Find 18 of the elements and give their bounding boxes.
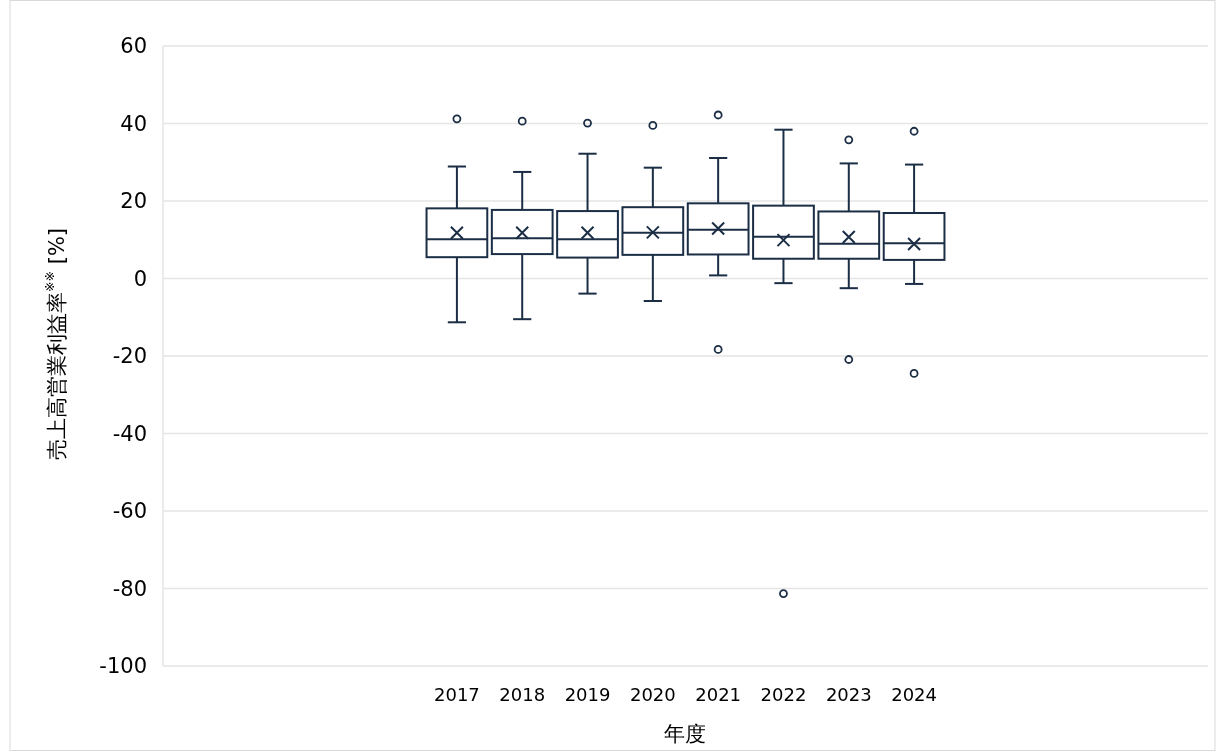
x-tick-label: 2018 xyxy=(499,683,546,705)
x-axis-title: 年度 xyxy=(663,722,706,746)
x-tick-label: 2019 xyxy=(564,683,611,705)
y-tick-label: -60 xyxy=(112,499,147,523)
y-tick-label: 60 xyxy=(120,34,147,58)
x-tick-label: 2024 xyxy=(891,683,937,705)
y-tick-label: -100 xyxy=(99,654,147,678)
y-tick-label: 40 xyxy=(120,111,147,136)
x-tick-label: 2022 xyxy=(760,683,807,705)
x-tick-label: 2017 xyxy=(434,683,480,705)
y-tick-label: -20 xyxy=(112,344,147,368)
y-tick-label: 20 xyxy=(120,189,147,213)
x-tick-label: 2020 xyxy=(629,683,676,705)
x-tick-label: 2023 xyxy=(825,683,872,705)
y-tick-label: 0 xyxy=(133,266,147,291)
x-tick-label: 2021 xyxy=(695,683,742,705)
y-tick-label: -80 xyxy=(112,576,147,601)
y-tick-label: -40 xyxy=(112,421,147,446)
